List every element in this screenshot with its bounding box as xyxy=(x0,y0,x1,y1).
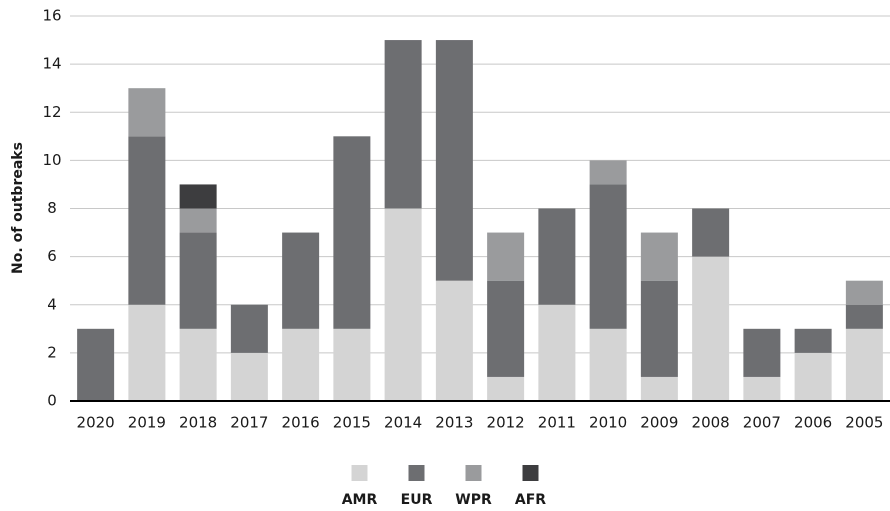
x-tick-label: 2011 xyxy=(538,414,576,432)
bar-segment xyxy=(282,328,320,401)
bar-segment xyxy=(179,232,217,329)
x-tick-label: 2006 xyxy=(794,414,832,432)
x-tick-label: 2015 xyxy=(333,414,371,432)
legend-swatch xyxy=(408,465,425,481)
x-tick-label: 2018 xyxy=(179,414,217,432)
x-tick-label: 2007 xyxy=(743,414,781,432)
bar-segment xyxy=(589,328,627,401)
x-tick-label: 2005 xyxy=(845,414,883,432)
bar-segment xyxy=(692,208,730,257)
bar-segment xyxy=(794,328,832,353)
bar-segment xyxy=(845,328,883,401)
bar-segment xyxy=(128,304,166,401)
x-tick-label: 2020 xyxy=(77,414,115,432)
bar-segment xyxy=(128,88,166,137)
y-tick-label: 12 xyxy=(42,103,61,121)
bar-segment xyxy=(435,280,473,401)
bar-segment xyxy=(230,304,268,353)
bar-segment xyxy=(794,352,832,401)
y-tick-label: 4 xyxy=(47,295,57,313)
bar-segment xyxy=(845,304,883,329)
bar-segment xyxy=(743,376,781,401)
bar-segment xyxy=(128,136,166,305)
x-tick-label: 2014 xyxy=(384,414,422,432)
bar-segment xyxy=(230,352,268,401)
bar-segment xyxy=(487,280,525,377)
x-tick-label: 2013 xyxy=(435,414,473,432)
legend-swatch xyxy=(351,465,368,481)
bar-segment xyxy=(743,328,781,377)
legend-label: WPR xyxy=(455,492,492,508)
y-axis-label: No. of outbreaks xyxy=(10,142,26,274)
bar-segment xyxy=(435,40,473,281)
legend-label: AMR xyxy=(342,492,378,508)
bar-segment xyxy=(589,184,627,329)
bar-segment xyxy=(845,280,883,305)
y-tick-label: 6 xyxy=(47,247,57,265)
bar-segment xyxy=(179,328,217,401)
bar-segment xyxy=(282,232,320,329)
bar-segment xyxy=(640,280,678,377)
bar-segment xyxy=(384,208,422,401)
bar-segment xyxy=(333,328,371,401)
y-tick-label: 10 xyxy=(42,151,61,169)
x-tick-label: 2016 xyxy=(282,414,320,432)
legend-label: EUR xyxy=(401,492,433,508)
legend-label: AFR xyxy=(515,492,546,508)
bar-segment xyxy=(538,208,576,305)
bar-segment xyxy=(640,232,678,281)
bar-segment xyxy=(692,256,730,401)
bar-segment xyxy=(589,160,627,185)
bar-segment xyxy=(640,376,678,401)
bar-segment xyxy=(487,232,525,281)
bar-segment xyxy=(77,328,115,401)
x-tick-label: 2010 xyxy=(589,414,627,432)
x-tick-label: 2019 xyxy=(128,414,166,432)
bar-segment xyxy=(333,136,371,329)
bar-segment xyxy=(384,40,422,209)
y-tick-label: 0 xyxy=(47,392,57,410)
bar-segment xyxy=(538,304,576,401)
x-tick-label: 2009 xyxy=(640,414,678,432)
y-tick-label: 14 xyxy=(42,55,61,73)
bar-segment xyxy=(179,184,217,209)
bar-segment xyxy=(179,208,217,233)
y-tick-label: 2 xyxy=(47,343,57,361)
legend-swatch xyxy=(465,465,482,481)
x-tick-label: 2017 xyxy=(230,414,268,432)
x-tick-label: 2008 xyxy=(692,414,730,432)
bar-segment xyxy=(487,376,525,401)
y-tick-label: 16 xyxy=(42,7,61,25)
legend-swatch xyxy=(522,465,539,481)
x-tick-label: 2012 xyxy=(487,414,525,432)
y-tick-label: 8 xyxy=(47,199,57,217)
